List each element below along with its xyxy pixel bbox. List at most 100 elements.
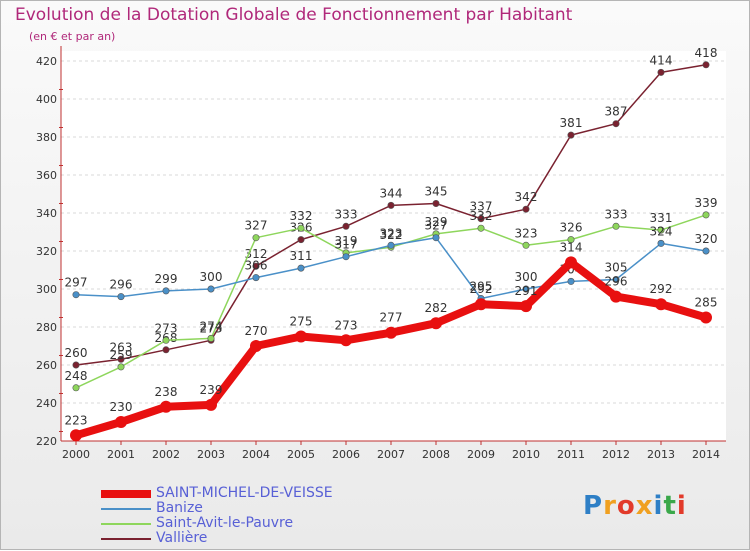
data-point <box>342 253 350 261</box>
data-label: 324 <box>650 224 673 238</box>
data-point <box>520 300 532 313</box>
x-tick-label: 2007 <box>377 448 405 461</box>
data-point <box>477 224 485 232</box>
data-point <box>340 334 352 347</box>
data-point <box>702 61 710 69</box>
x-tick-label: 2013 <box>647 448 675 461</box>
y-tick-label: 300 <box>36 283 57 296</box>
x-tick-label: 2010 <box>512 448 540 461</box>
data-point <box>430 317 442 330</box>
data-point <box>387 201 395 209</box>
x-tick-label: 2000 <box>62 448 90 461</box>
legend-label: SAINT-MICHEL-DE-VEISSE <box>156 485 333 501</box>
y-tick-label: 380 <box>36 131 57 144</box>
data-point <box>657 68 665 76</box>
data-point <box>250 340 262 352</box>
logo-letter: o <box>616 491 636 521</box>
data-label: 282 <box>425 301 448 315</box>
data-label: 331 <box>650 211 673 225</box>
y-tick-label: 280 <box>36 321 57 334</box>
data-point <box>207 285 215 293</box>
data-label: 273 <box>155 321 178 335</box>
data-label: 305 <box>605 261 628 275</box>
data-point <box>477 215 485 223</box>
data-point <box>162 346 170 354</box>
x-tick-label: 2001 <box>107 448 135 461</box>
y-tick-label: 360 <box>36 169 57 182</box>
data-point <box>295 330 307 343</box>
data-label: 339 <box>695 196 718 210</box>
data-point <box>565 256 577 269</box>
data-label: 332 <box>290 209 313 223</box>
data-label: 299 <box>155 272 178 286</box>
data-point <box>567 277 575 285</box>
x-tick-label: 2012 <box>602 448 630 461</box>
data-label: 291 <box>515 284 538 298</box>
data-point <box>385 326 397 339</box>
data-point <box>252 262 260 270</box>
data-label: 275 <box>290 315 313 329</box>
legend-swatch <box>101 508 151 510</box>
data-label: 270 <box>245 324 268 338</box>
logo-letter: r <box>603 491 617 521</box>
data-point <box>612 222 620 230</box>
x-tick-label: 2011 <box>557 448 585 461</box>
data-label: 319 <box>335 234 358 248</box>
data-label: 230 <box>110 400 133 414</box>
data-label: 333 <box>335 207 358 221</box>
data-label: 259 <box>110 348 133 362</box>
x-tick-label: 2003 <box>197 448 225 461</box>
data-label: 342 <box>515 190 538 204</box>
data-point <box>162 336 170 344</box>
data-label: 418 <box>695 46 718 60</box>
data-point <box>387 241 395 249</box>
data-label: 297 <box>65 276 88 290</box>
data-point <box>72 384 80 392</box>
data-point <box>702 247 710 255</box>
logo-letter: i <box>653 491 664 521</box>
logo-letter: P <box>583 491 604 521</box>
data-point <box>567 236 575 244</box>
data-label: 223 <box>65 413 88 427</box>
data-point <box>612 120 620 128</box>
x-tick-label: 2009 <box>467 448 495 461</box>
data-label: 285 <box>695 296 718 310</box>
y-tick-label: 400 <box>36 93 57 106</box>
data-label: 248 <box>65 369 88 383</box>
data-label: 320 <box>695 232 718 246</box>
data-point <box>475 298 487 311</box>
data-label: 300 <box>200 270 223 284</box>
data-point <box>297 224 305 232</box>
data-point <box>160 400 172 413</box>
data-point <box>657 239 665 247</box>
data-label: 296 <box>110 278 133 292</box>
data-label: 277 <box>380 311 403 325</box>
data-point <box>297 264 305 272</box>
data-label: 337 <box>470 200 493 214</box>
data-point <box>252 234 260 242</box>
logo-letter: t <box>663 491 677 521</box>
data-label: 260 <box>65 346 88 360</box>
x-tick-label: 2004 <box>242 448 270 461</box>
data-label: 306 <box>245 259 268 273</box>
y-tick-label: 260 <box>36 359 57 372</box>
data-point <box>702 211 710 219</box>
data-label: 333 <box>605 207 628 221</box>
data-label: 329 <box>425 215 448 229</box>
data-point <box>70 429 82 442</box>
data-label: 387 <box>605 105 628 119</box>
data-point <box>162 287 170 295</box>
data-point <box>207 334 215 342</box>
logo-letter: i <box>676 491 687 521</box>
data-label: 296 <box>605 275 628 289</box>
data-label: 263 <box>110 340 133 354</box>
data-label: 317 <box>335 238 358 252</box>
legend-label: Banize <box>156 500 203 516</box>
data-point <box>657 226 665 234</box>
data-point <box>567 131 575 139</box>
legend-swatch <box>101 523 151 525</box>
data-label: 239 <box>200 383 223 397</box>
data-point <box>342 222 350 230</box>
